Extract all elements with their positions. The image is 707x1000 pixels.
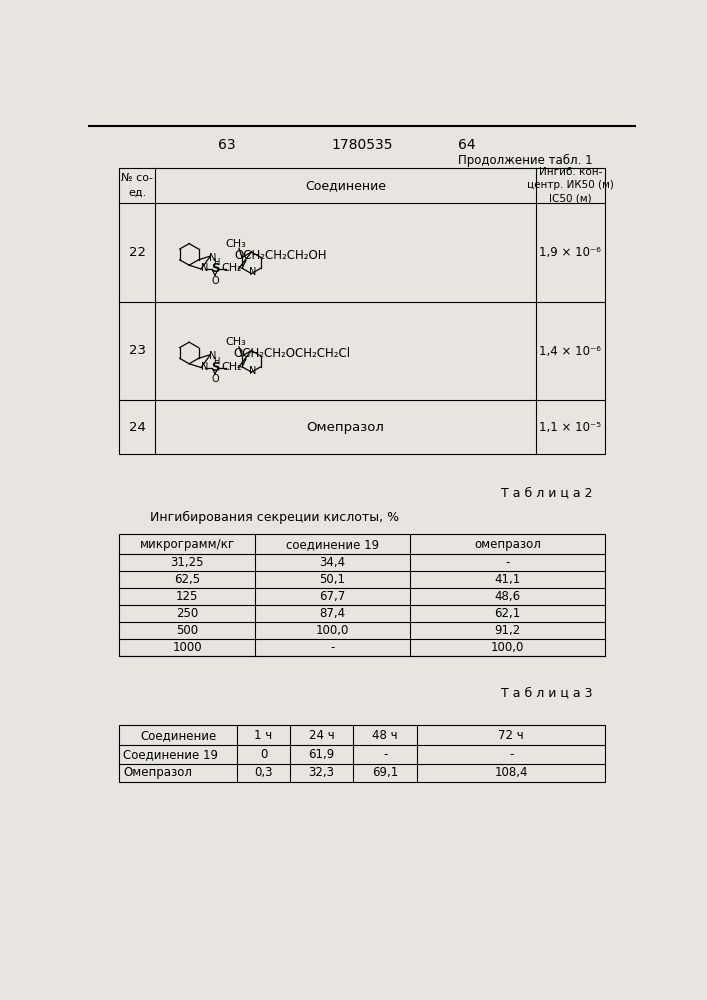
- Text: CH₂: CH₂: [222, 263, 243, 273]
- Text: H: H: [214, 357, 220, 366]
- Text: Соединение: Соединение: [305, 179, 386, 192]
- Text: 41,1: 41,1: [494, 573, 521, 586]
- Text: CH₃: CH₃: [226, 239, 246, 249]
- Text: 48 ч: 48 ч: [373, 729, 398, 742]
- Text: -: -: [509, 748, 513, 761]
- Text: 108,4: 108,4: [494, 766, 528, 779]
- Text: O: O: [211, 374, 219, 384]
- Text: 1780535: 1780535: [331, 138, 392, 152]
- Text: CH₂: CH₂: [222, 362, 243, 372]
- Text: Омепразол: Омепразол: [123, 766, 192, 779]
- Text: Т а б л и ц а 2: Т а б л и ц а 2: [501, 486, 592, 499]
- Text: Соединение: Соединение: [140, 729, 216, 742]
- Text: CH₃: CH₃: [226, 337, 246, 347]
- Text: 72 ч: 72 ч: [498, 729, 524, 742]
- Text: N: N: [249, 267, 256, 277]
- Text: 91,2: 91,2: [494, 624, 521, 637]
- Text: 1,4 × 10⁻⁶: 1,4 × 10⁻⁶: [539, 344, 602, 358]
- Text: Соединение 19: Соединение 19: [123, 748, 218, 761]
- Text: 34,4: 34,4: [320, 556, 346, 569]
- Text: Ингиб. кон-
центр. ИК50 (м)
IC50 (м): Ингиб. кон- центр. ИК50 (м) IC50 (м): [527, 167, 614, 204]
- Text: 1,1 × 10⁻⁵: 1,1 × 10⁻⁵: [539, 421, 602, 434]
- Text: N: N: [249, 366, 256, 376]
- Text: Ингибирования секреции кислоты, %: Ингибирования секреции кислоты, %: [150, 511, 399, 524]
- Text: 100,0: 100,0: [316, 624, 349, 637]
- Text: OCH₂CH₂OCH₂CH₂Cl: OCH₂CH₂OCH₂CH₂Cl: [233, 347, 350, 360]
- Text: 125: 125: [176, 590, 199, 603]
- Text: 250: 250: [176, 607, 198, 620]
- Text: 31,25: 31,25: [170, 556, 204, 569]
- Text: 87,4: 87,4: [320, 607, 346, 620]
- Text: 100,0: 100,0: [491, 641, 525, 654]
- Text: микрограмм/кг: микрограмм/кг: [139, 538, 235, 551]
- Text: 24: 24: [129, 421, 146, 434]
- Text: 0,3: 0,3: [255, 766, 273, 779]
- Text: 62,5: 62,5: [174, 573, 200, 586]
- Text: 23: 23: [129, 344, 146, 358]
- Text: омепразол: омепразол: [474, 538, 541, 551]
- Text: 67,7: 67,7: [320, 590, 346, 603]
- Text: 32,3: 32,3: [309, 766, 334, 779]
- Text: N: N: [201, 362, 209, 372]
- Text: S: S: [211, 361, 219, 374]
- Text: -: -: [383, 748, 387, 761]
- Text: 1 ч: 1 ч: [255, 729, 273, 742]
- Text: 62,1: 62,1: [494, 607, 521, 620]
- Bar: [119, 725, 605, 782]
- Text: N: N: [201, 263, 209, 273]
- Text: Т а б л и ц а 3: Т а б л и ц а 3: [501, 686, 592, 699]
- Text: Продолжение табл. 1: Продолжение табл. 1: [457, 153, 592, 167]
- Text: H: H: [214, 258, 220, 267]
- Text: N: N: [209, 253, 216, 263]
- Text: O: O: [211, 276, 219, 286]
- Text: 50,1: 50,1: [320, 573, 346, 586]
- Text: OCH₂CH₂CH₂OH: OCH₂CH₂CH₂OH: [235, 249, 327, 262]
- Text: 61,9: 61,9: [308, 748, 335, 761]
- Text: 1000: 1000: [173, 641, 202, 654]
- Text: 1,9 × 10⁻⁶: 1,9 × 10⁻⁶: [539, 246, 602, 259]
- Text: № со-
ед.: № со- ед.: [121, 173, 153, 197]
- Text: S: S: [211, 262, 219, 275]
- Text: 0: 0: [260, 748, 267, 761]
- Text: 24 ч: 24 ч: [309, 729, 334, 742]
- Text: 500: 500: [176, 624, 198, 637]
- Bar: [119, 168, 605, 454]
- Text: Омепразол: Омепразол: [306, 421, 384, 434]
- Text: 64: 64: [457, 138, 475, 152]
- Text: 69,1: 69,1: [372, 766, 398, 779]
- Text: 63: 63: [218, 138, 235, 152]
- Text: N: N: [209, 351, 216, 361]
- Text: -: -: [506, 556, 510, 569]
- Text: соединение 19: соединение 19: [286, 538, 379, 551]
- Text: -: -: [330, 641, 334, 654]
- Bar: [119, 534, 605, 656]
- Text: 22: 22: [129, 246, 146, 259]
- Text: 48,6: 48,6: [495, 590, 521, 603]
